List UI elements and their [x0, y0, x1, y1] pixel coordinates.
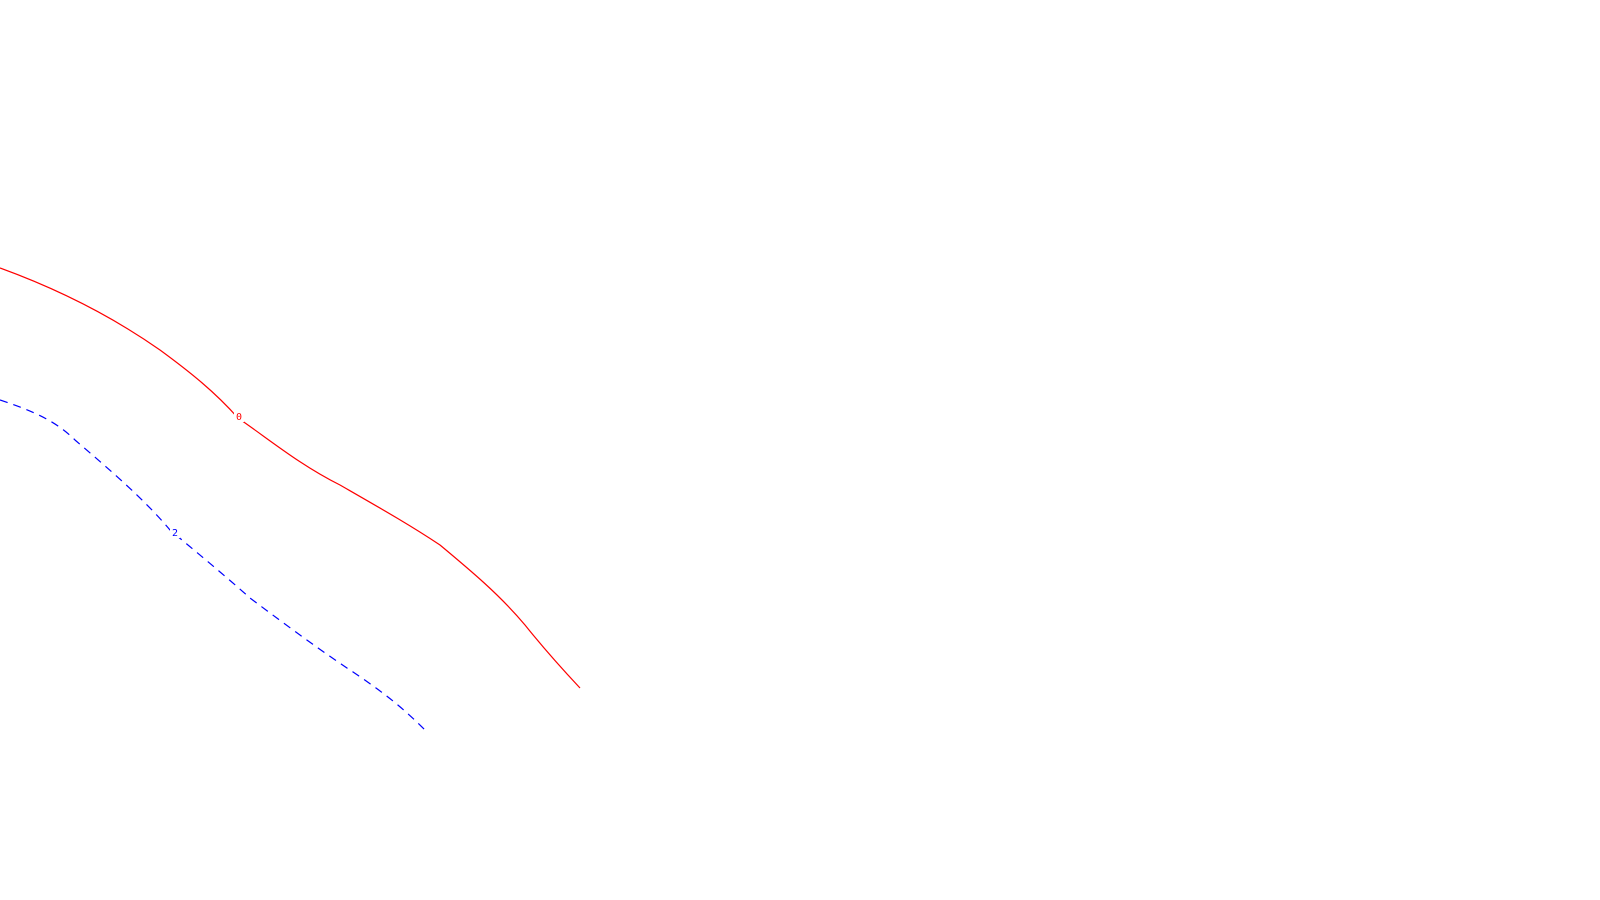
contour-line-two — [0, 399, 426, 731]
contour-label-bg-zero — [234, 409, 244, 422]
contour-line-zero — [0, 267, 581, 689]
contour-label-zero: 0 — [236, 412, 242, 423]
contour-label-bg-two — [170, 524, 180, 538]
contour-zero: 0 — [0, 267, 581, 689]
contour-label-two: 2 — [172, 528, 178, 539]
contour-two: 2 — [0, 399, 426, 731]
